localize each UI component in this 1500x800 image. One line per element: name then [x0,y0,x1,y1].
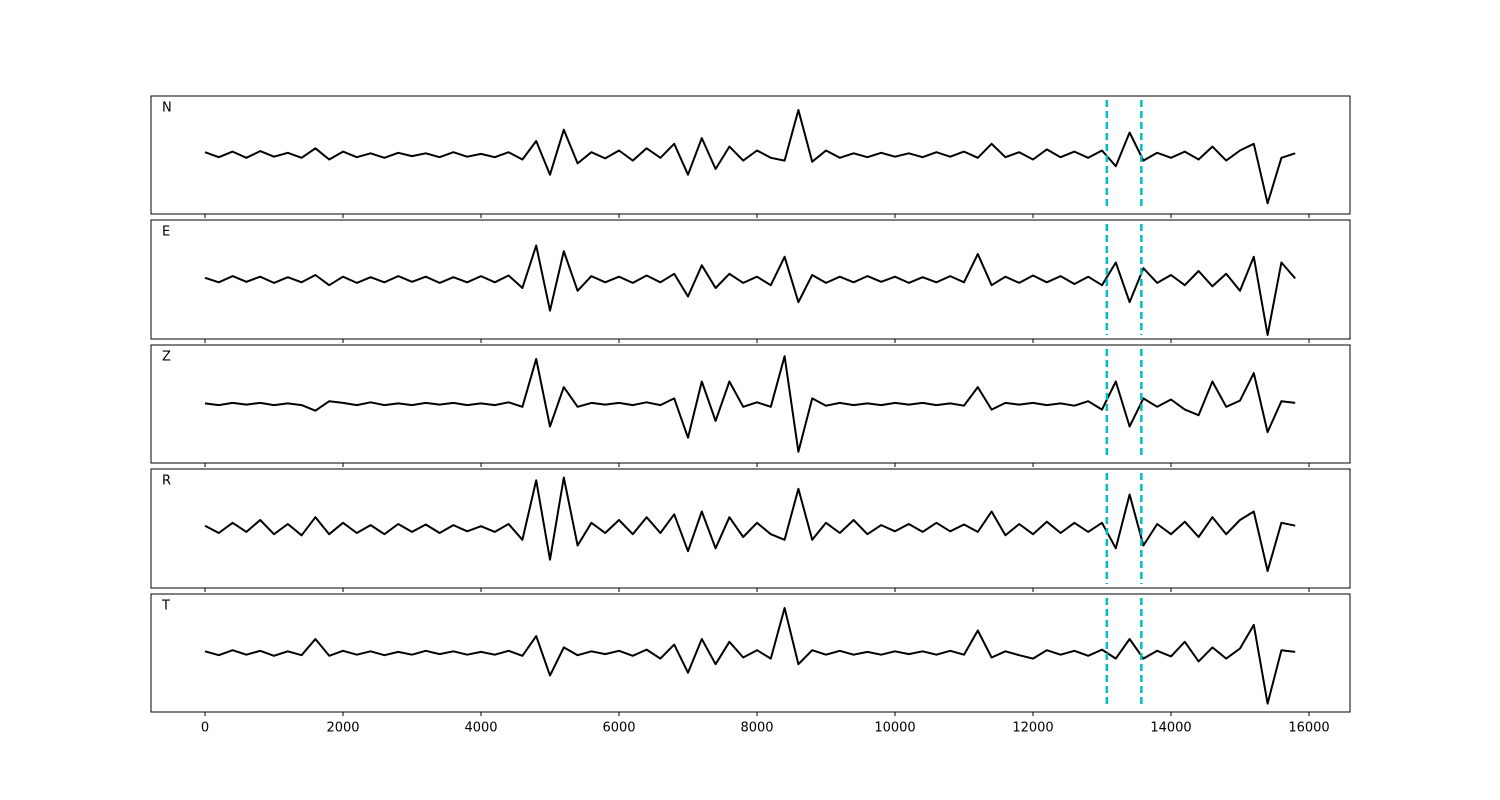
panel-frame [150,344,1351,464]
x-tick-label: 16000 [1288,721,1329,736]
panel-label: E [162,225,170,240]
trace [204,607,1296,705]
panel-label: R [162,474,171,489]
x-tick-label: 14000 [1150,721,1191,736]
x-tick-label: 8000 [740,721,773,736]
x-tick-label: 6000 [602,721,635,736]
x-tick-label: 10000 [874,721,915,736]
panel-label: T [161,599,170,614]
x-tick-label: 4000 [464,721,497,736]
panel-frame [150,95,1351,215]
x-tick-label: 12000 [1012,721,1053,736]
panel-frame [150,593,1351,713]
trace [204,109,1296,205]
trace [204,476,1296,572]
trace [204,244,1296,336]
panel-label: N [162,101,172,116]
x-tick-label: 0 [201,721,209,736]
panel-frame [150,468,1351,589]
x-tick-label: 2000 [326,721,359,736]
panel-label: Z [162,350,171,365]
trace [204,355,1296,453]
panel-frame [150,219,1351,340]
